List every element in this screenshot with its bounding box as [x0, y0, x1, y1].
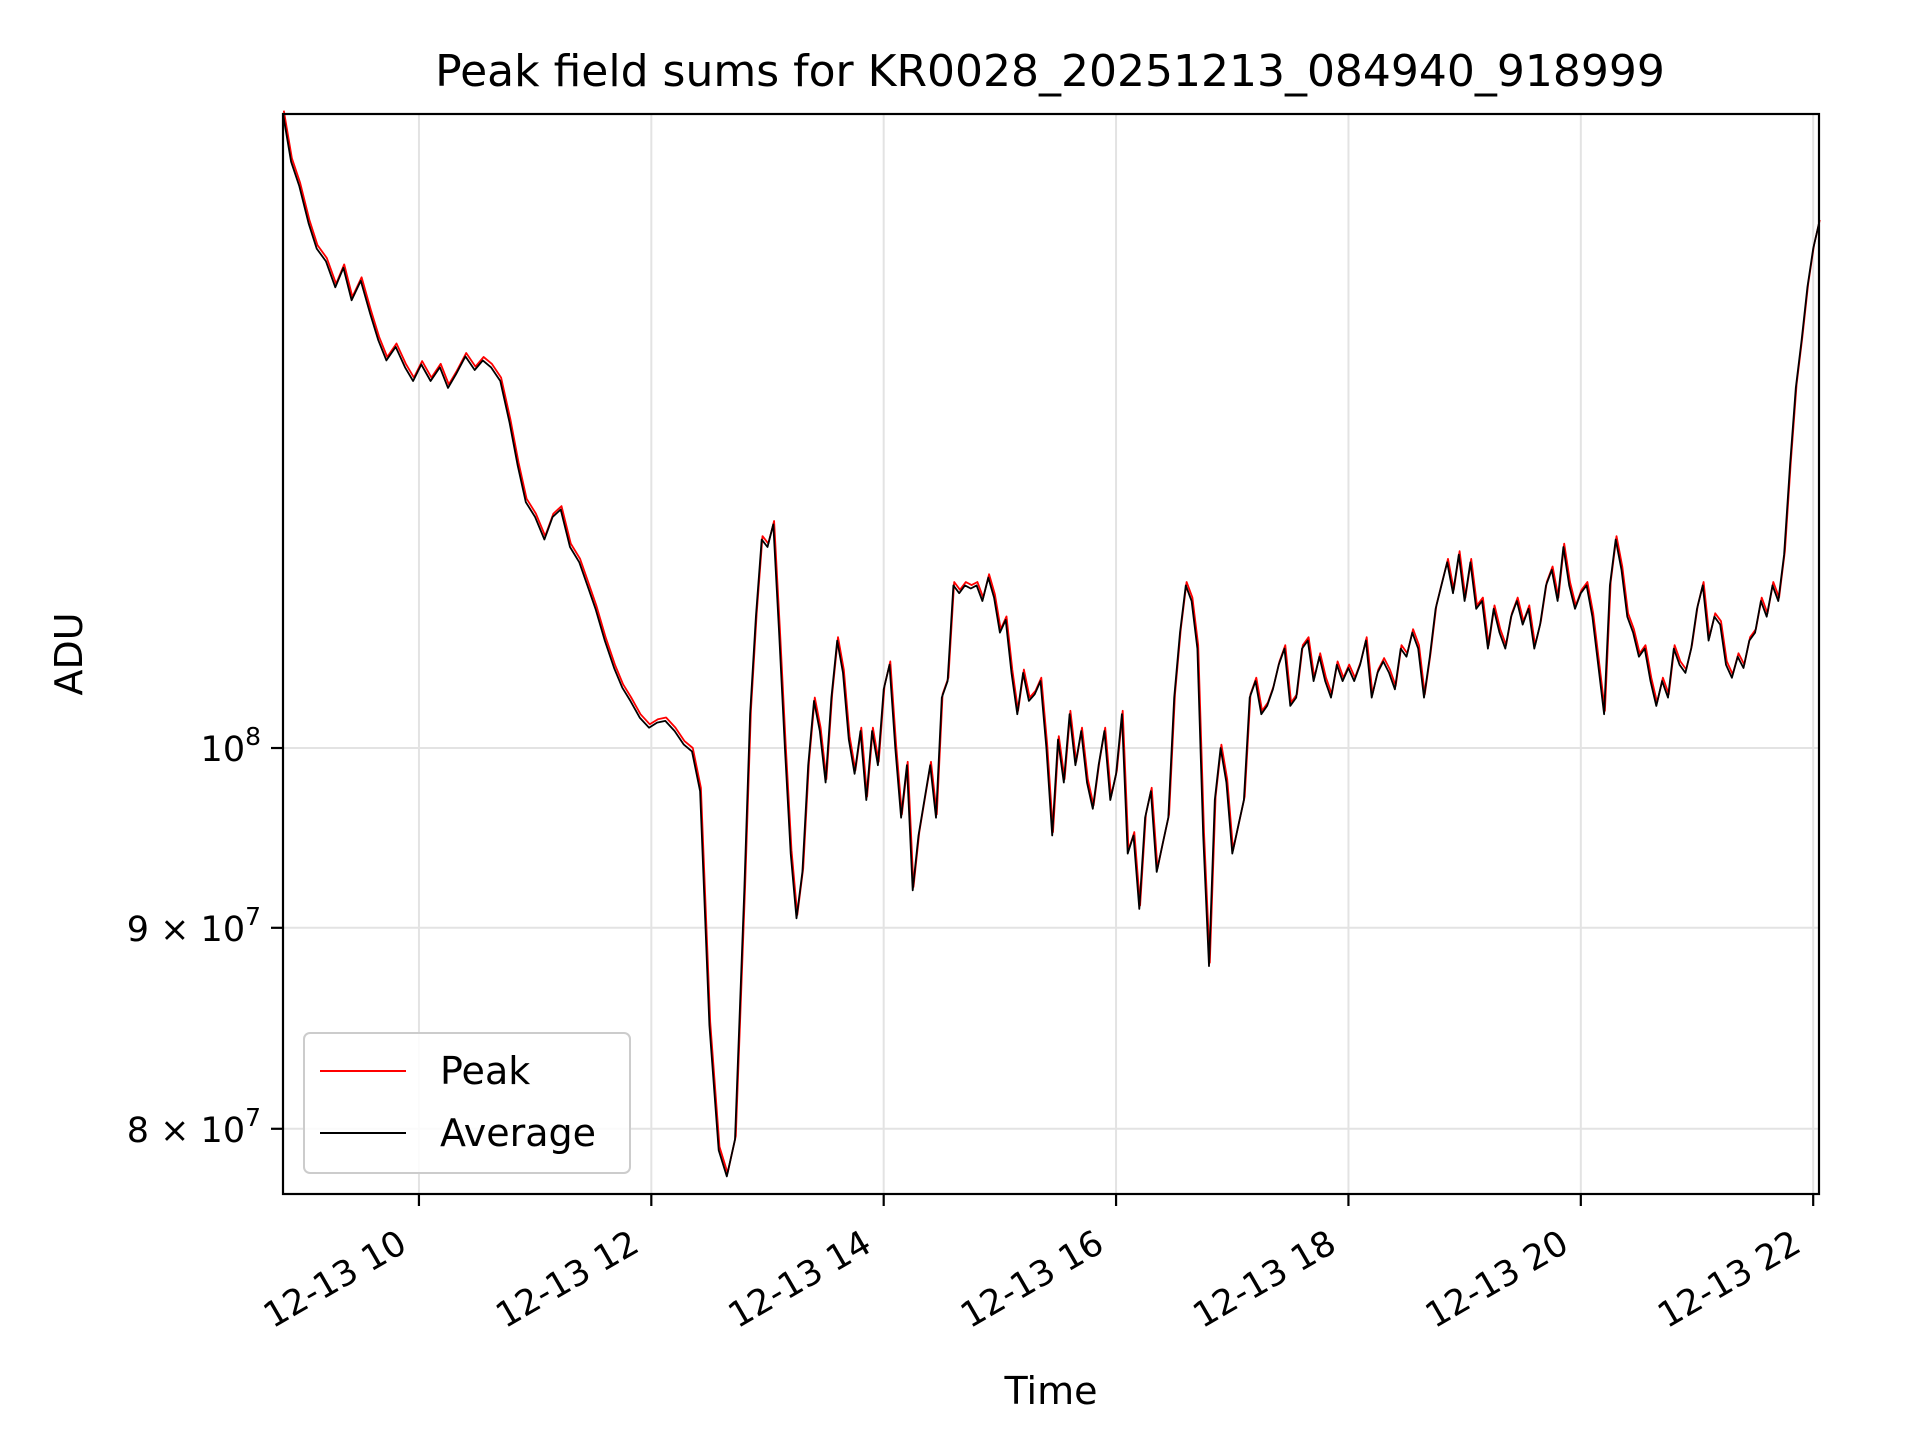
legend-box: [303, 1032, 631, 1174]
chart-title: Peak field sums for KR0028_20251213_0849…: [435, 46, 1665, 97]
y-tick-label-2: 108: [201, 722, 261, 770]
legend-label-average: Average: [440, 1111, 596, 1155]
average-series-layer: [282, 113, 1820, 1178]
y-tick-label-1: 9 × 107: [127, 902, 261, 950]
grid-layer: [283, 114, 1819, 1194]
legend: Peak Average: [303, 1032, 631, 1174]
y-axis-ticks: 8 × 107 9 × 107 108: [127, 722, 283, 1151]
y-tick-label-0: 8 × 107: [127, 1103, 261, 1151]
series-average-line: [282, 113, 1820, 1178]
plot-frame: [281, 112, 1821, 1196]
legend-label-peak: Peak: [440, 1049, 530, 1093]
y-axis-label: ADU: [47, 612, 91, 695]
x-axis-label: Time: [1004, 1369, 1098, 1413]
